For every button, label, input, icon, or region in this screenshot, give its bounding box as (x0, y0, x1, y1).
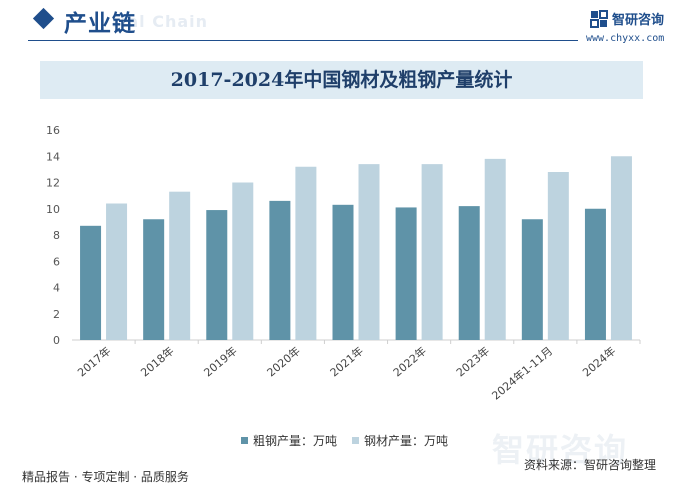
footer-slogan: 精品报告 · 专项定制 · 品质服务 (22, 470, 189, 484)
page-header: rial Chain 产业链 智研咨询 www.chyxx.com (0, 0, 683, 50)
x-tick-label: 2024年1-11月 (489, 344, 555, 403)
bar-crude-steel (269, 200, 291, 340)
x-tick-label: 2017年 (75, 344, 114, 380)
bar-steel-products (421, 164, 443, 340)
chart-title: 2017-2024年中国钢材及粗钢产量统计 (170, 69, 513, 91)
bar-steel-products (610, 156, 632, 340)
bar-crude-steel (206, 210, 228, 340)
section-title: 产业链 (64, 11, 136, 37)
y-tick-label: 2 (53, 308, 60, 321)
legend-swatch-steel-products (352, 436, 359, 444)
brand-name: 智研咨询 (612, 13, 665, 28)
legend-label-steel-products: 钢材产量：万吨 (364, 433, 449, 448)
brand-logo-icon (590, 10, 608, 28)
x-tick-label: 2020年 (264, 344, 303, 380)
bar-crude-steel (521, 219, 543, 340)
legend-label-crude-steel: 粗钢产量：万吨 (253, 433, 338, 448)
bar-steel-products (547, 172, 569, 340)
legend-item-steel-products: 钢材产量：万吨 (352, 431, 448, 449)
bar-steel-products (484, 158, 506, 340)
bar-steel-products (169, 191, 191, 340)
legend-swatch-crude-steel (241, 436, 248, 444)
x-tick-label: 2024年 (579, 344, 618, 380)
chart-title-banner: 2017-2024年中国钢材及粗钢产量统计 (40, 61, 643, 99)
data-source: 资料来源：智研咨询整理 (524, 458, 657, 472)
bar-steel-products (232, 182, 254, 340)
bar-steel-products (358, 164, 380, 340)
y-tick-label: 16 (46, 124, 60, 137)
bar-steel-products (295, 166, 317, 340)
x-tick-label: 2018年 (138, 344, 177, 380)
y-tick-label: 14 (46, 150, 60, 163)
bar-crude-steel (80, 225, 102, 340)
chart-legend: 粗钢产量：万吨 钢材产量：万吨 (0, 431, 683, 449)
bar-crude-steel (395, 207, 417, 340)
bar-crude-steel (143, 219, 165, 340)
y-tick-label: 10 (46, 203, 60, 216)
y-tick-label: 8 (53, 229, 60, 242)
y-tick-label: 6 (53, 255, 60, 268)
x-tick-label: 2019年 (201, 344, 240, 380)
x-tick-label: 2021年 (327, 344, 366, 380)
y-tick-label: 12 (46, 177, 60, 190)
bar-crude-steel (332, 204, 354, 340)
bar-crude-steel (584, 208, 606, 340)
legend-item-crude-steel: 粗钢产量：万吨 (241, 431, 337, 449)
bar-steel-products (106, 203, 128, 340)
x-tick-label: 2023年 (453, 344, 492, 380)
header-divider (28, 40, 578, 41)
header-watermark: rial Chain (112, 12, 209, 31)
bar-crude-steel (458, 206, 480, 340)
brand-url[interactable]: www.chyxx.com (586, 33, 665, 44)
x-tick-label: 2022年 (390, 344, 429, 380)
y-tick-label: 4 (53, 282, 60, 295)
y-tick-label: 0 (53, 334, 60, 347)
footer-brand-watermark: 智研咨询 (492, 431, 629, 469)
